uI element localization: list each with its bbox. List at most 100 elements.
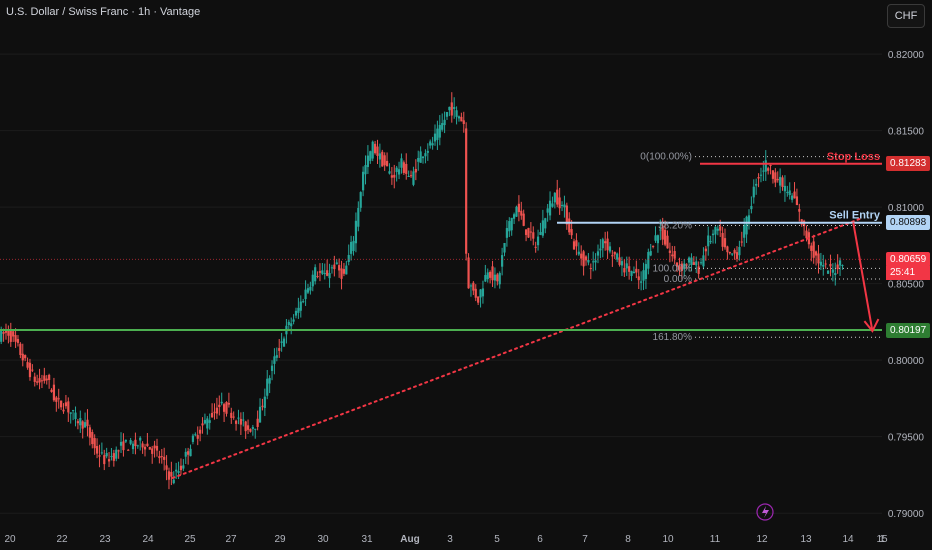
candle-body — [572, 241, 576, 250]
candle-body — [652, 245, 655, 247]
candle-body — [616, 253, 619, 260]
candle-body — [48, 374, 51, 381]
candle-body — [206, 418, 209, 429]
candle-body — [352, 240, 355, 251]
candle-body — [465, 128, 468, 254]
candle-body — [311, 274, 314, 287]
candle-body — [431, 143, 434, 146]
candle-body — [31, 369, 34, 371]
candle-body — [714, 226, 717, 235]
candle-body — [282, 338, 286, 347]
price-tag: 0.80898 — [886, 215, 930, 231]
candle-body — [697, 266, 700, 274]
candle-body — [776, 178, 779, 181]
event-icon — [756, 503, 774, 521]
candle-body — [632, 271, 636, 274]
candle-body — [457, 116, 461, 119]
candle-body — [608, 246, 612, 252]
candle-body — [328, 272, 331, 279]
y-tick-label: 0.81000 — [888, 203, 925, 214]
candle-body — [510, 217, 513, 231]
candle-body — [261, 405, 264, 407]
candle-body — [2, 332, 5, 334]
candle-body — [88, 427, 91, 438]
x-tick-label: 22 — [56, 534, 68, 545]
candle-body — [270, 365, 274, 371]
candle-body — [592, 261, 595, 263]
fib-label: 100.00% — [653, 263, 693, 274]
candle-body — [213, 411, 216, 413]
candle-body — [40, 380, 44, 382]
candle-body — [462, 120, 465, 124]
candle-body — [623, 268, 626, 273]
candle-body — [72, 410, 75, 412]
candle-body — [637, 276, 640, 281]
y-tick-label: 0.80000 — [888, 356, 925, 367]
candle-body — [680, 263, 683, 271]
candle-body — [486, 272, 489, 280]
bar-countdown: 25:41 — [886, 266, 930, 281]
candle-body — [381, 151, 384, 167]
x-tick-label: 30 — [317, 534, 329, 545]
candle-body — [472, 282, 475, 291]
candle-body — [117, 450, 120, 452]
candle-body — [429, 141, 432, 146]
candle-body — [654, 235, 657, 241]
candle-body — [491, 266, 494, 281]
x-tick-label: 15 — [876, 534, 888, 545]
candle-body — [160, 456, 163, 458]
candle-body — [258, 406, 262, 423]
candle-body — [596, 251, 600, 256]
candle-body — [834, 273, 837, 276]
candle-body — [306, 288, 310, 293]
candle-body — [326, 270, 329, 276]
candle-body — [565, 205, 568, 225]
candle-body — [60, 400, 63, 408]
candle-body — [146, 443, 149, 447]
candle-body — [93, 438, 96, 449]
candle-body — [74, 412, 77, 420]
candle-body — [630, 271, 633, 276]
candle-body — [246, 425, 250, 430]
candle-body — [786, 192, 789, 194]
y-tick-label: 0.79000 — [888, 509, 925, 520]
candle-body — [263, 396, 266, 408]
candle-body — [141, 443, 144, 448]
candle-body — [268, 377, 271, 384]
candle-body — [625, 263, 628, 269]
candle-body — [767, 168, 770, 171]
candle-body — [64, 402, 68, 407]
candle-body — [587, 259, 590, 263]
candle-body — [105, 453, 108, 457]
candle-body — [167, 471, 171, 480]
candle-body — [45, 378, 48, 381]
lightning-icon — [762, 506, 769, 518]
candle-body — [16, 339, 20, 343]
candle-body — [647, 252, 650, 269]
candle-body — [50, 389, 53, 392]
candle-body — [594, 260, 597, 263]
candle-body — [9, 330, 12, 342]
candle-body — [668, 250, 671, 253]
candle-body — [338, 265, 341, 271]
candle-body — [747, 215, 751, 224]
candle-body — [771, 170, 775, 179]
candle-body — [127, 449, 130, 451]
candle-body — [378, 153, 381, 160]
candle-body — [805, 230, 808, 239]
candle-body — [678, 266, 681, 270]
candle-body — [740, 241, 743, 243]
candle-body — [436, 128, 439, 140]
candle-body — [342, 269, 346, 274]
candle-body — [43, 375, 46, 381]
currency-button[interactable]: CHF — [887, 4, 925, 28]
candle-body — [522, 213, 525, 226]
candle-body — [119, 441, 123, 446]
candle-body — [287, 321, 290, 326]
candle-body — [244, 421, 247, 432]
candle-body — [505, 228, 509, 238]
candle-body — [55, 397, 58, 402]
candle-body — [318, 271, 322, 273]
candle-body — [292, 319, 295, 322]
